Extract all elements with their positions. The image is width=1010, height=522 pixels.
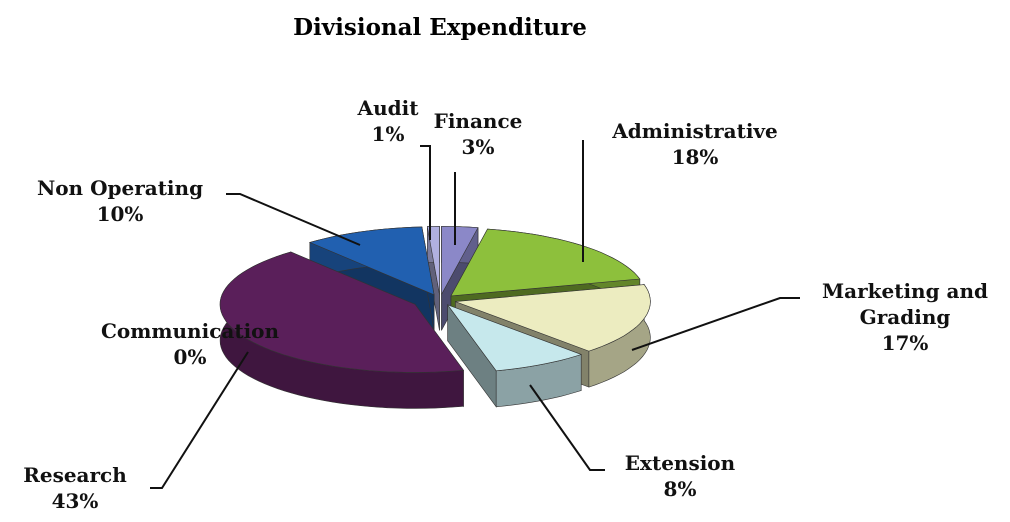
leader-line (420, 145, 431, 240)
slice-label: Marketing and Grading 17% (805, 278, 1005, 356)
slice-label: Non Operating 10% (10, 175, 230, 227)
slice (441, 226, 479, 331)
label-value: 0% (173, 345, 207, 369)
label-value: 17% (881, 331, 929, 355)
slice-label: Research 43% (0, 462, 150, 514)
leader-line (631, 297, 800, 351)
slice-label: Extension 8% (595, 450, 765, 502)
leader-line (150, 351, 249, 489)
slice (219, 251, 465, 409)
leader-line (226, 193, 361, 246)
label-name: Administrative (612, 119, 778, 143)
slice-top (441, 226, 479, 295)
chart-title: Divisional Expenditure (293, 14, 587, 41)
slice-top (219, 251, 465, 373)
label-name: Marketing and Grading (821, 279, 989, 329)
label-value: 18% (671, 145, 719, 169)
label-value: 8% (663, 477, 697, 501)
label-value: 1% (371, 122, 405, 146)
label-name: Communication (100, 319, 280, 343)
label-value: 43% (51, 489, 99, 513)
slice-top (455, 284, 651, 352)
leader-line (529, 384, 605, 471)
slice-label: Finance 3% (403, 108, 553, 160)
label-name: Finance (433, 109, 523, 133)
label-name: Research (23, 463, 127, 487)
label-value: 3% (461, 135, 495, 159)
label-name: Non Operating (36, 176, 204, 200)
slice-label: Communication 0% (90, 318, 290, 370)
label-value: 10% (96, 202, 144, 226)
slice-top (446, 304, 583, 372)
slice (426, 226, 440, 331)
slice-top (450, 228, 641, 297)
slice-label: Audit 1% (348, 95, 428, 147)
slice-top (308, 226, 435, 296)
slice-top (426, 226, 440, 295)
label-name: Audit (357, 96, 419, 120)
slice (446, 303, 583, 408)
slice-label: Administrative 18% (595, 118, 795, 170)
label-name: Extension (624, 451, 736, 475)
